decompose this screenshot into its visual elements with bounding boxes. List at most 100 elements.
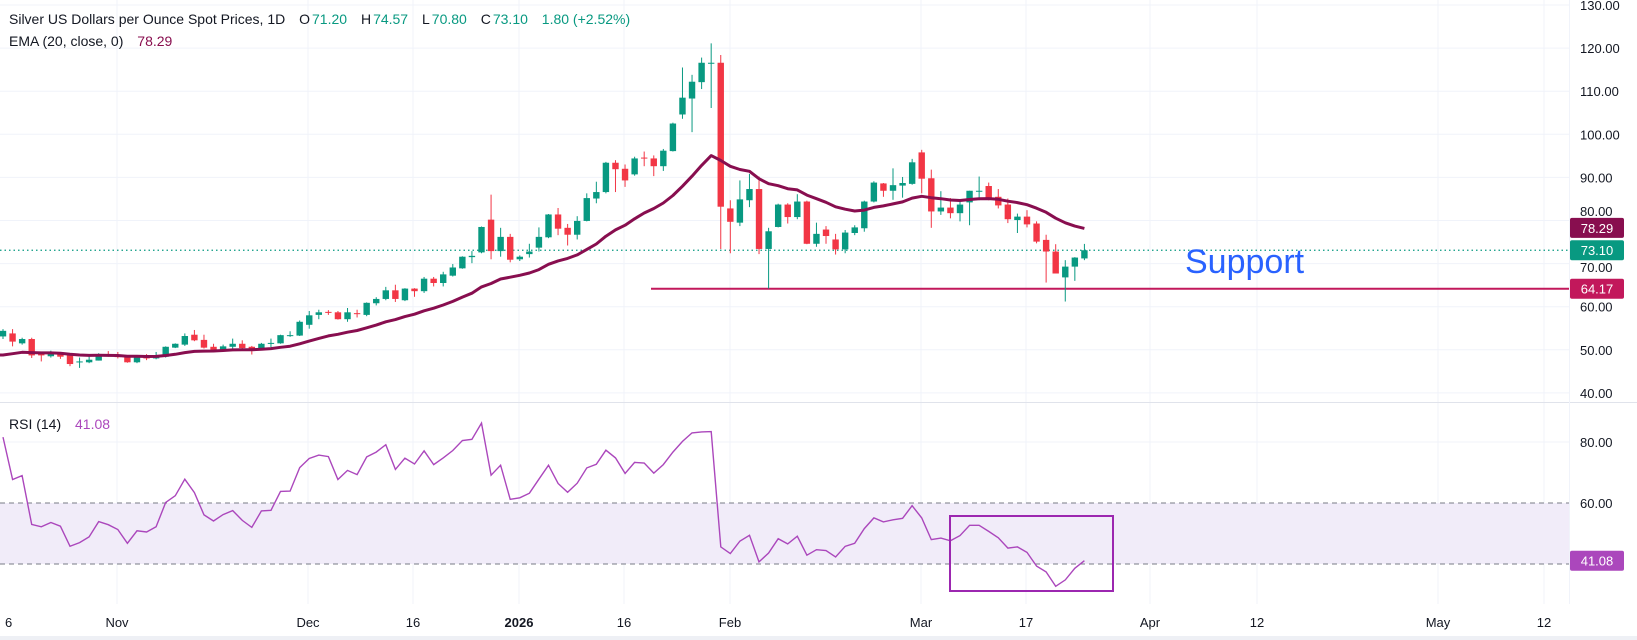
candle-body — [985, 186, 992, 198]
candle — [870, 181, 878, 203]
candle — [545, 214, 552, 239]
candle-body — [0, 330, 7, 337]
candle-body — [612, 162, 619, 170]
candle-body — [889, 185, 897, 191]
candle — [650, 155, 657, 177]
candle — [918, 149, 925, 194]
candle — [755, 176, 763, 255]
candle — [344, 307, 351, 322]
annotations[interactable]: Support — [949, 243, 1305, 592]
candle-body — [593, 192, 600, 199]
candle-body — [200, 339, 208, 348]
candle-body — [277, 335, 284, 344]
candle — [698, 57, 705, 90]
price-tick-label: 80.00 — [1580, 204, 1613, 219]
rsi-band-fill — [0, 503, 1569, 564]
candle — [1071, 257, 1079, 281]
candle-body — [908, 162, 916, 184]
ema-price-tag-text: 78.29 — [1581, 221, 1614, 236]
candle — [497, 227, 504, 257]
rsi-value-tag-text: 41.08 — [1581, 554, 1614, 569]
open-value: 71.20 — [312, 11, 348, 27]
candle — [975, 176, 983, 201]
candle — [1014, 213, 1021, 233]
candle-body — [497, 236, 504, 252]
price-tick-label: 120.00 — [1580, 41, 1620, 56]
candle-body — [956, 204, 964, 214]
candle — [286, 331, 294, 337]
candle-body — [28, 339, 35, 356]
candle-body — [38, 353, 45, 356]
candle — [1033, 221, 1040, 244]
candle — [382, 286, 389, 301]
rsi-legend[interactable]: RSI (14) 41.08 — [9, 416, 112, 432]
candle — [1062, 260, 1069, 302]
candle-body — [373, 298, 380, 304]
candle — [363, 302, 370, 317]
candle — [411, 288, 418, 297]
candle-body — [621, 168, 629, 181]
candle-body — [602, 162, 610, 193]
axes[interactable]: 130.00 120.00 110.00 100.00 90.00 80.00 70.00 6… — [5, 0, 1624, 630]
rsi-line — [2, 421, 1085, 588]
symbol-legend[interactable]: Silver US Dollars per Ounce Spot Prices,… — [9, 11, 632, 27]
ema-price-tag: 78.29 — [1570, 217, 1624, 238]
time-tick-label: 6 — [5, 615, 12, 630]
candle — [535, 227, 543, 252]
candle-body — [18, 339, 26, 344]
candle-body — [286, 335, 294, 337]
candle-body — [688, 81, 696, 99]
candle — [803, 200, 811, 245]
candle-body — [449, 267, 456, 276]
candle-body — [392, 290, 399, 299]
candle — [746, 173, 753, 208]
candle-body — [564, 227, 571, 235]
candle-body — [47, 353, 55, 357]
candle-body — [210, 346, 217, 351]
price-tick-label: 130.00 — [1580, 0, 1620, 13]
candle — [28, 337, 35, 358]
candle-body — [363, 302, 370, 315]
candle-body — [995, 196, 1002, 206]
ema-label: EMA (20, close, 0) — [9, 33, 124, 49]
candle — [794, 194, 801, 220]
candle-body — [755, 189, 763, 249]
rsi-highlight-box — [949, 515, 1114, 592]
candle — [1081, 243, 1088, 261]
candle — [822, 226, 830, 244]
time-axis-bg — [0, 604, 1637, 640]
candle-body — [1023, 216, 1031, 225]
support-price-tag: 64.17 — [1570, 278, 1624, 299]
candle-body — [707, 62, 715, 64]
high-label: H — [360, 11, 372, 27]
candle — [574, 216, 581, 240]
candle-body — [966, 190, 973, 203]
candle-body — [947, 207, 954, 214]
rsi-polyline — [2, 421, 1085, 588]
candle-body — [861, 201, 868, 229]
candle-body — [162, 346, 169, 357]
reference-lines — [0, 249, 1569, 290]
candle — [267, 338, 275, 348]
ema-legend[interactable]: EMA (20, close, 0) 78.29 — [9, 33, 174, 49]
candle-body — [832, 239, 839, 250]
candle — [717, 54, 724, 249]
candle-body — [76, 361, 83, 363]
ema-value: 78.29 — [137, 33, 173, 49]
rsi-band — [0, 502, 1569, 565]
time-tick-label: 16 — [406, 615, 420, 630]
candle-body — [66, 354, 74, 365]
candle-body — [172, 343, 179, 348]
rsi-tick-label: 60.00 — [1580, 496, 1613, 511]
open-label: O — [299, 11, 310, 27]
candle-body — [803, 201, 811, 244]
price-tick-label: 50.00 — [1580, 343, 1613, 358]
rsi-value: 41.08 — [75, 416, 111, 432]
candle — [784, 203, 791, 224]
candle — [679, 67, 686, 119]
candle — [277, 334, 284, 344]
candle — [774, 203, 782, 228]
rsi-label: RSI (14) — [9, 416, 62, 432]
candle-body — [784, 204, 791, 218]
